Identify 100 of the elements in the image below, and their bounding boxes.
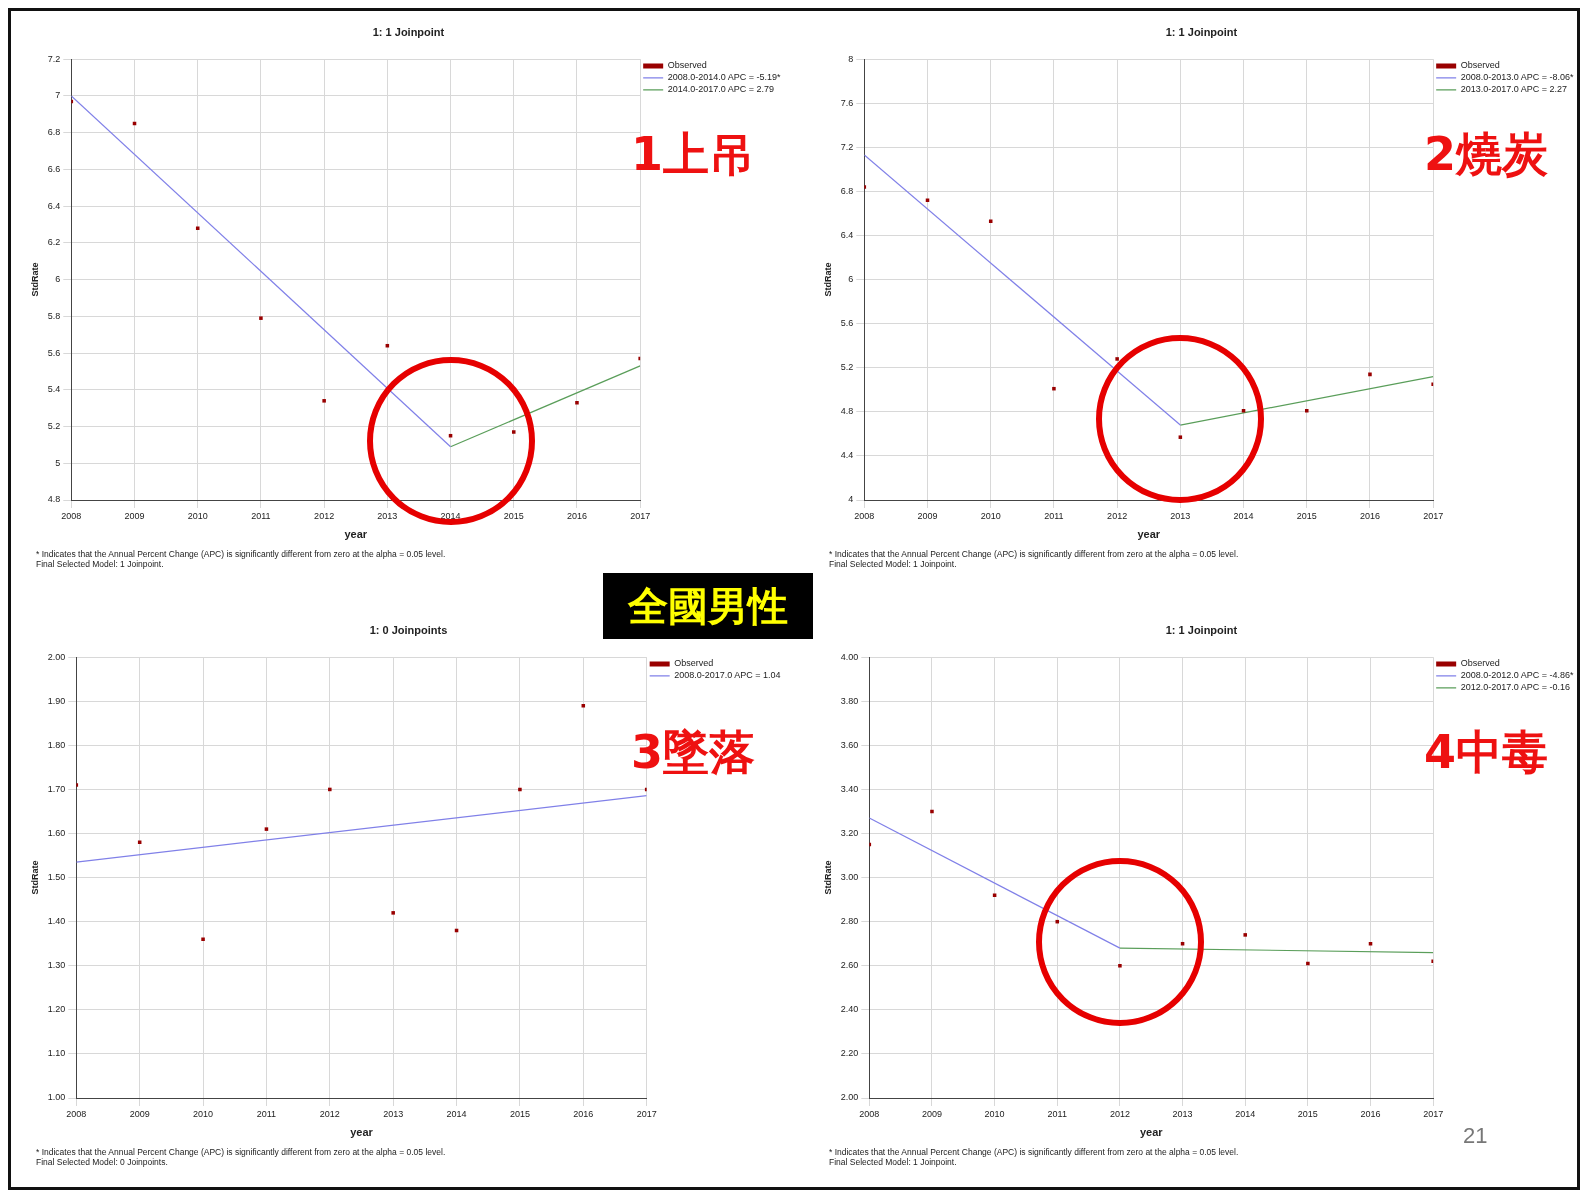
text: * Indicates that the Annual Percent Change (APC) is significantly different from zero at the alpha = 0.05 level. bbox=[36, 1147, 446, 1157]
legend-label: Observed bbox=[1460, 658, 1500, 669]
y-tick-label: 2.00 bbox=[47, 651, 66, 662]
x-tick-label: 2012 bbox=[314, 510, 335, 521]
x-tick-label: 2013 bbox=[1172, 1108, 1193, 1119]
x-tick-label: 2009 bbox=[917, 510, 938, 521]
point bbox=[1306, 961, 1310, 966]
y-tick-label: 3.20 bbox=[840, 828, 859, 838]
y-tick-label: 6.4 bbox=[47, 200, 61, 211]
y-tick-label: 2.20 bbox=[840, 1048, 859, 1059]
x-tick-label: 2014 bbox=[440, 510, 461, 521]
legend-label: 2008.0-2012.0 APC = -4.86* bbox=[1460, 670, 1574, 681]
legend-label: 2008.0-2014.0 APC = -5.19* bbox=[667, 72, 781, 83]
y-tick-label: 4 bbox=[848, 494, 854, 505]
point bbox=[1431, 382, 1434, 387]
chart-title: 1: 1 Joinpoint bbox=[372, 25, 445, 38]
point bbox=[930, 809, 934, 814]
point bbox=[1052, 386, 1056, 391]
text: * Indicates that the Annual Percent Change (APC) is significantly different from zero at the alpha = 0.05 level. bbox=[36, 549, 446, 559]
y-tick-label: 5.6 bbox=[47, 347, 61, 358]
y-tick-label: 6.8 bbox=[840, 185, 854, 196]
point bbox=[1368, 372, 1372, 377]
x-tick-label: 2015 bbox=[1296, 510, 1317, 521]
point bbox=[511, 430, 516, 434]
text: Final Selected Model: 1 Joinpoint. bbox=[829, 559, 958, 569]
x-tick-label: 2011 bbox=[1047, 1108, 1067, 1119]
y-tick-label: 1.20 bbox=[47, 1004, 66, 1015]
text: * Indicates that the Annual Percent Change (APC) is significantly different from zero at the alpha = 0.05 level. bbox=[829, 1147, 1239, 1157]
point bbox=[638, 356, 641, 361]
point bbox=[925, 198, 930, 203]
y-tick-label: 1.90 bbox=[47, 695, 66, 706]
x-tick-label: 2011 bbox=[1044, 510, 1064, 521]
annotation: 1上吊 bbox=[631, 126, 756, 183]
y-tick-label: 1.80 bbox=[47, 739, 66, 750]
y-tick-label: 5.2 bbox=[840, 362, 854, 373]
y-tick-label: 1.60 bbox=[47, 828, 66, 838]
point bbox=[195, 226, 200, 230]
x-tick-label: 2013 bbox=[383, 1108, 404, 1119]
y-tick-label: 1.10 bbox=[47, 1048, 66, 1059]
point bbox=[391, 911, 395, 915]
y-tick-label: 4.8 bbox=[47, 494, 61, 505]
point bbox=[1304, 408, 1309, 413]
x-axis-title: year bbox=[1139, 1126, 1164, 1139]
y-tick-label: 6.4 bbox=[840, 230, 854, 240]
y-axis-title: StdRate bbox=[29, 262, 40, 297]
legend-label: 2008.0-2017.0 APC = 1.04 bbox=[674, 670, 781, 681]
y-tick-label: 6.8 bbox=[47, 127, 61, 138]
point bbox=[328, 787, 332, 792]
annotation: 2燒炭 bbox=[1424, 126, 1549, 183]
legend-label: Observed bbox=[674, 658, 714, 669]
x-tick-label: 2008 bbox=[859, 1108, 880, 1119]
x-tick-label: 2009 bbox=[129, 1108, 150, 1119]
x-axis-title: year bbox=[1137, 528, 1161, 541]
text: * Indicates that the Annual Percent Change (APC) is significantly different from zero at the alpha = 0.05 level. bbox=[829, 549, 1239, 559]
annotation: 3墜落 bbox=[631, 724, 756, 781]
y-axis-title: StdRate bbox=[822, 860, 833, 895]
x-tick-label: 2013 bbox=[1170, 510, 1191, 521]
x-tick-label: 2008 bbox=[854, 510, 875, 521]
chart-title: 1: 1 Joinpoint bbox=[1165, 623, 1238, 636]
y-tick-label: 7.6 bbox=[840, 97, 854, 108]
point bbox=[992, 893, 997, 897]
x-axis-title: year bbox=[344, 528, 368, 541]
point bbox=[1178, 435, 1183, 439]
x-tick-label: 2017 bbox=[630, 510, 651, 521]
legend-label: Observed bbox=[1460, 60, 1500, 71]
y-tick-label: 1.30 bbox=[47, 960, 66, 971]
y-tick-label: 3.40 bbox=[840, 783, 859, 794]
y-tick-label: 6.2 bbox=[47, 237, 61, 248]
text: 21 bbox=[1463, 1123, 1488, 1149]
point bbox=[264, 827, 269, 831]
point bbox=[1243, 933, 1247, 937]
text: Final Selected Model: 1 Joinpoint. bbox=[829, 1157, 958, 1167]
x-tick-label: 2016 bbox=[1360, 1108, 1381, 1119]
chart-title: 1: 0 Joinpoints bbox=[369, 623, 448, 636]
point bbox=[1431, 959, 1434, 964]
x-tick-label: 2017 bbox=[1423, 510, 1444, 521]
x-tick-label: 2010 bbox=[984, 1108, 1005, 1119]
y-tick-label: 4.00 bbox=[840, 651, 859, 662]
y-tick-label: 1.50 bbox=[47, 872, 66, 883]
y-tick-label: 5.8 bbox=[47, 310, 61, 321]
annotation: 4中毒 bbox=[1424, 724, 1549, 781]
point bbox=[1241, 408, 1246, 413]
y-tick-label: 8 bbox=[848, 53, 854, 64]
y-tick-label: 1.70 bbox=[47, 783, 66, 794]
x-tick-label: 2015 bbox=[503, 510, 524, 521]
legend-label: 2014.0-2017.0 APC = 2.79 bbox=[667, 84, 775, 95]
y-tick-label: 2.60 bbox=[840, 960, 859, 971]
x-tick-label: 2016 bbox=[573, 1108, 594, 1119]
point bbox=[201, 937, 205, 942]
y-tick-label: 3.60 bbox=[840, 739, 859, 750]
x-tick-label: 2015 bbox=[1297, 1108, 1318, 1119]
y-tick-label: 4.4 bbox=[840, 450, 854, 461]
y-tick-label: 7.2 bbox=[840, 141, 854, 152]
y-tick-label: 2.40 bbox=[840, 1004, 859, 1015]
x-tick-label: 2016 bbox=[566, 510, 587, 521]
x-tick-label: 2010 bbox=[980, 510, 1001, 521]
y-tick-label: 5.6 bbox=[840, 318, 854, 329]
x-tick-label: 2014 bbox=[446, 1108, 467, 1119]
x-tick-label: 2014 bbox=[1235, 1108, 1256, 1119]
x-tick-label: 2011 bbox=[256, 1108, 277, 1119]
